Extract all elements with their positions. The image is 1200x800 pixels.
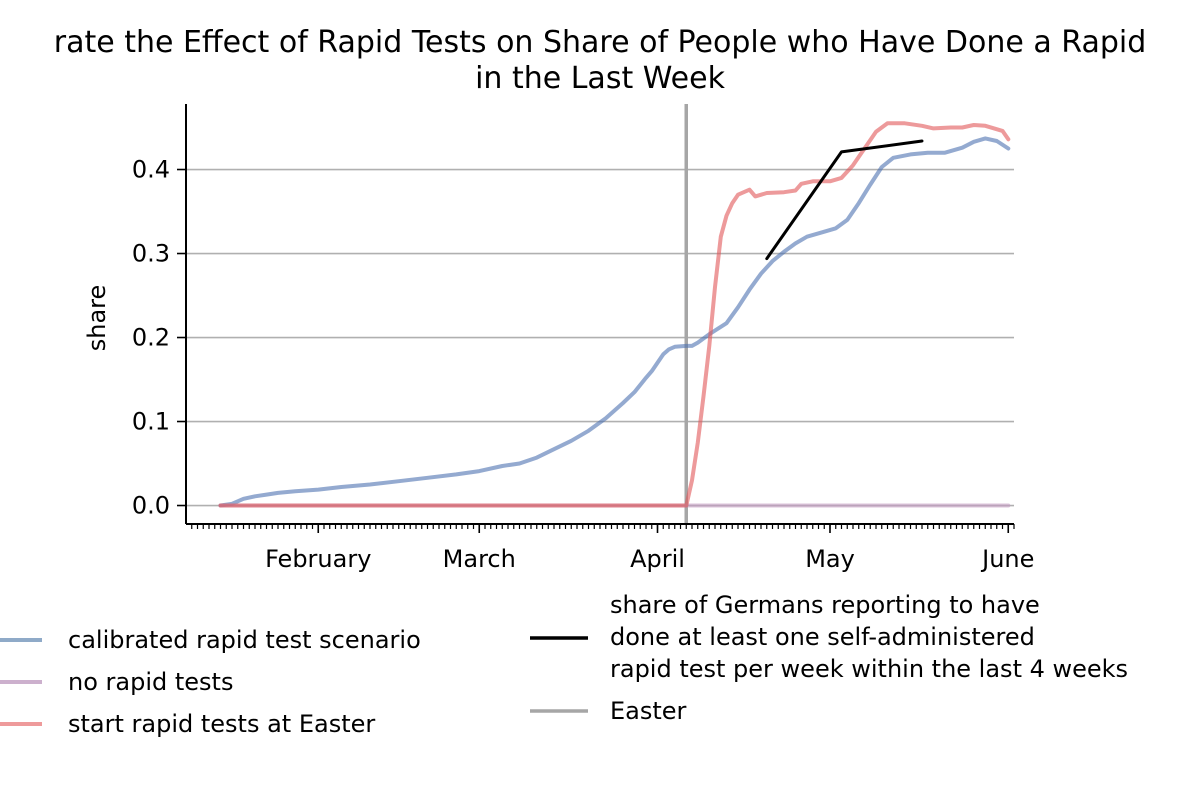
y-ticks: 0.0 0.1 0.2 0.3 0.4 <box>132 156 186 520</box>
series-line-start-rapid-tests-at-easter <box>218 121 1011 508</box>
x-ticks: February March April May June <box>191 524 1034 573</box>
grid-lines <box>186 168 1014 507</box>
x-tick-label-may: May <box>805 545 855 573</box>
y-tick-label: 0.1 <box>132 408 170 436</box>
x-tick-label-february: February <box>265 545 371 573</box>
series-lines <box>218 121 1011 508</box>
legend-label-start-rapid-tests-at-easter: start rapid tests at Easter <box>68 710 375 738</box>
series-line-share-of-germans-reporting-to-have-done- <box>765 139 924 261</box>
y-axis-label: share <box>83 285 111 352</box>
y-tick-label: 0.4 <box>132 156 170 184</box>
x-tick-label-april: April <box>630 545 685 573</box>
y-tick-label: 0.0 <box>132 492 170 520</box>
legend-label-line: done at least one self-administered <box>610 623 1035 651</box>
y-tick-label: 0.2 <box>132 324 170 352</box>
x-tick-label-march: March <box>443 545 516 573</box>
legend-label-line: Easter <box>610 697 687 725</box>
legend-label-calibrated-rapid-test-scenario: calibrated rapid test scenario <box>68 626 421 654</box>
legend-label-no-rapid-tests: no rapid tests <box>68 668 233 696</box>
y-tick-label: 0.3 <box>132 240 170 268</box>
legend-label-line: rapid test per week within the last 4 we… <box>610 655 1128 683</box>
chart-title-line-1: rate the Effect of Rapid Tests on Share … <box>54 25 1147 60</box>
x-tick-label-june: June <box>980 545 1034 573</box>
series-line-calibrated-rapid-test-scenario <box>218 136 1011 508</box>
axes <box>185 104 1014 525</box>
chart-title-line-2: in the Last Week <box>475 61 726 96</box>
legend-label-line: share of Germans reporting to have <box>610 591 1040 619</box>
legend: calibrated rapid test scenario no rapid t… <box>0 591 1128 738</box>
